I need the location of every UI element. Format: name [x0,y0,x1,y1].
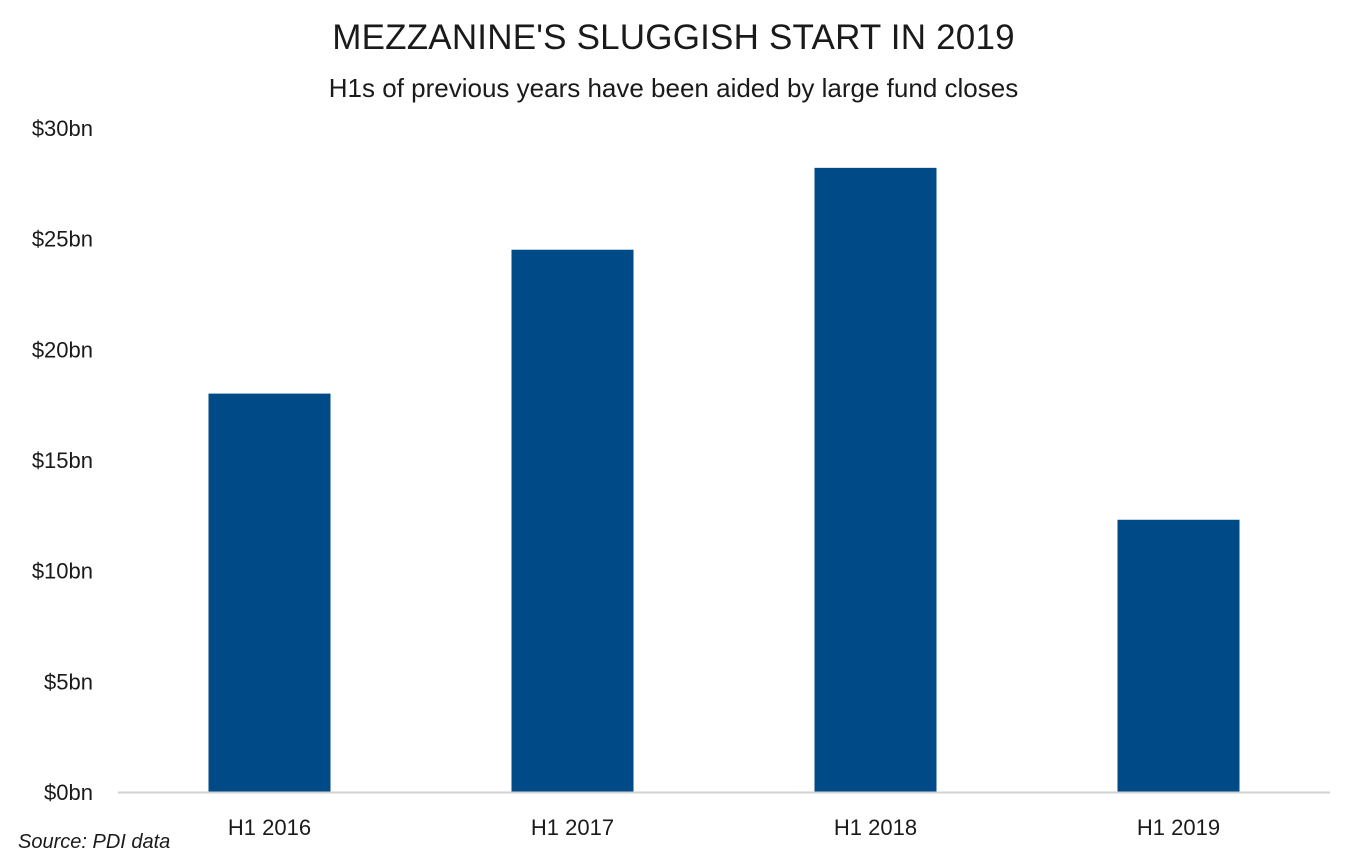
x-tick-label: H1 2016 [228,815,311,840]
x-axis-tick-labels: H1 2016 H1 2017 H1 2018 H1 2019 [228,815,1220,840]
x-tick-label: H1 2017 [531,815,614,840]
y-axis-tick-labels: $0bn $5bn $10bn $15bn $20bn $25bn $30bn [32,116,93,805]
y-tick-label: $0bn [44,780,93,805]
x-tick-label: H1 2018 [834,815,917,840]
y-tick-label: $20bn [32,337,93,362]
y-tick-label: $5bn [44,669,93,694]
bar-h1-2019 [1117,519,1240,792]
bar-h1-2018 [814,167,937,793]
y-tick-label: $25bn [32,227,93,252]
source-note: Source: PDI data [18,831,171,853]
bar-h1-2017 [511,249,634,792]
y-tick-label: $10bn [32,559,93,584]
y-tick-label: $15bn [32,448,93,473]
chart-title: MEZZANINE'S SLUGGISH START IN 2019 [332,18,1015,57]
x-tick-label: H1 2019 [1137,815,1220,840]
chart-subtitle: H1s of previous years have been aided by… [328,73,1019,103]
y-tick-label: $30bn [32,116,93,141]
bar-h1-2016 [208,393,331,792]
bars [208,167,1240,793]
